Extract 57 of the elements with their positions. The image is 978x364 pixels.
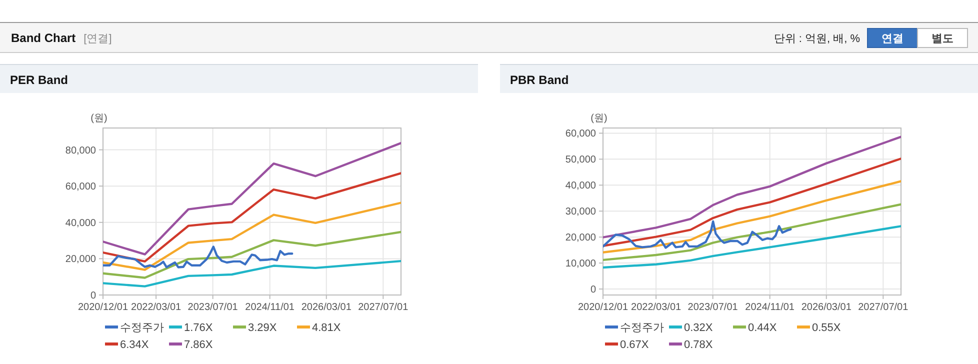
legend-label: 6.34X — [120, 339, 150, 351]
legend-label: 3.29X — [248, 322, 278, 334]
y-tick-label: 30,000 — [565, 206, 596, 218]
legend-label: 1.76X — [184, 322, 214, 334]
legend-label: 0.32X — [684, 322, 714, 334]
y-tick-label: 20,000 — [65, 254, 96, 266]
chart-title: PER Band — [10, 73, 68, 87]
legend-label: 0.44X — [748, 322, 778, 334]
x-tick-label: 2023/07/01 — [188, 302, 238, 313]
y-axis-title: (원) — [90, 113, 108, 124]
line-series — [103, 230, 401, 279]
x-tick-label: 2026/03/01 — [801, 302, 852, 313]
text: 연결 — [882, 33, 904, 45]
legend-label: 0.78X — [684, 339, 714, 351]
y-tick-label: 60,000 — [65, 182, 96, 193]
text: 별도 — [932, 33, 954, 45]
x-tick-label: 2020/12/01 — [578, 302, 628, 313]
y-tick-label: 10,000 — [565, 258, 596, 270]
y-axis-title: (원) — [590, 113, 608, 124]
x-tick-label: 2024/11/01 — [245, 302, 295, 313]
chart-title: PBR Band — [510, 73, 569, 87]
y-tick-label: 60,000 — [565, 128, 596, 140]
x-tick-label: 2026/03/01 — [301, 302, 352, 313]
line-series — [603, 180, 901, 254]
legend-label: 0.55X — [812, 322, 842, 334]
line-series — [603, 225, 901, 269]
x-tick-label: 2024/11/01 — [745, 302, 795, 313]
line-series — [103, 142, 401, 256]
x-tick-label: 2020/12/01 — [78, 302, 128, 313]
x-tick-label: 2027/07/01 — [858, 302, 909, 313]
y-tick-label: 80,000 — [65, 145, 96, 156]
legend-label: 4.81X — [312, 322, 342, 334]
line-series — [603, 220, 792, 249]
line-series — [103, 202, 401, 271]
x-tick-label: 2022/03/01 — [131, 302, 182, 313]
y-tick-label: 20,000 — [565, 232, 596, 244]
line-series — [603, 136, 901, 238]
y-tick-label: 40,000 — [565, 180, 596, 192]
x-tick-label: 2027/07/01 — [358, 302, 409, 313]
y-tick-label: 50,000 — [565, 154, 596, 166]
y-tick-label: 0 — [90, 290, 96, 302]
line-series — [603, 158, 901, 248]
x-tick-label: 2023/07/01 — [688, 302, 738, 313]
line-series — [103, 260, 401, 288]
y-tick-label: 0 — [590, 284, 596, 296]
legend-label: 0.67X — [620, 339, 650, 351]
legend-label: 7.86X — [184, 339, 214, 351]
x-tick-label: 2022/03/01 — [631, 302, 682, 313]
line-series — [103, 172, 401, 263]
line-series — [103, 246, 294, 268]
text: Band Chart — [11, 31, 76, 45]
legend-label: 수정주가 — [120, 322, 164, 334]
legend-label: 수정주가 — [620, 322, 664, 334]
text: 단위 : 억원, 배, % — [774, 33, 860, 45]
y-tick-label: 40,000 — [65, 218, 96, 229]
line-series — [603, 203, 901, 262]
text: [연결] — [84, 33, 112, 45]
